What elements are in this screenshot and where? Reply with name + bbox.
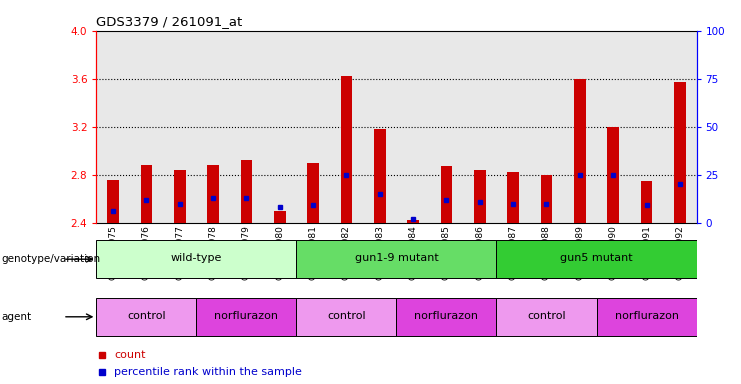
Bar [341, 76, 352, 223]
Bar [474, 170, 485, 223]
Bar [441, 166, 452, 223]
Bar [396, 298, 496, 336]
Bar [541, 175, 552, 223]
Text: agent: agent [1, 312, 32, 322]
Bar [508, 172, 519, 223]
Bar [96, 240, 296, 278]
Text: gun1-9 mutant: gun1-9 mutant [354, 253, 439, 263]
Text: wild-type: wild-type [170, 253, 222, 263]
Text: gun5 mutant: gun5 mutant [560, 253, 633, 263]
Bar [496, 240, 697, 278]
Bar [574, 79, 585, 223]
Bar [296, 298, 396, 336]
Bar [174, 170, 185, 223]
Bar [496, 298, 597, 336]
Bar [274, 211, 285, 223]
Bar [296, 240, 496, 278]
Bar [196, 298, 296, 336]
Bar [608, 127, 619, 223]
Bar [674, 82, 685, 223]
Text: control: control [527, 311, 566, 321]
Bar [308, 163, 319, 223]
Text: percentile rank within the sample: percentile rank within the sample [114, 366, 302, 377]
Bar [408, 220, 419, 223]
Text: norflurazon: norflurazon [214, 311, 279, 321]
Text: norflurazon: norflurazon [414, 311, 479, 321]
Bar [597, 298, 697, 336]
Text: norflurazon: norflurazon [614, 311, 679, 321]
Bar [641, 181, 652, 223]
Text: GDS3379 / 261091_at: GDS3379 / 261091_at [96, 15, 242, 28]
Bar [374, 129, 385, 223]
Bar [96, 298, 196, 336]
Bar [207, 165, 219, 223]
Bar [241, 161, 252, 223]
Text: genotype/variation: genotype/variation [1, 254, 101, 264]
Text: control: control [327, 311, 366, 321]
Text: control: control [127, 311, 166, 321]
Bar [141, 165, 152, 223]
Bar [107, 180, 119, 223]
Text: count: count [114, 350, 146, 360]
